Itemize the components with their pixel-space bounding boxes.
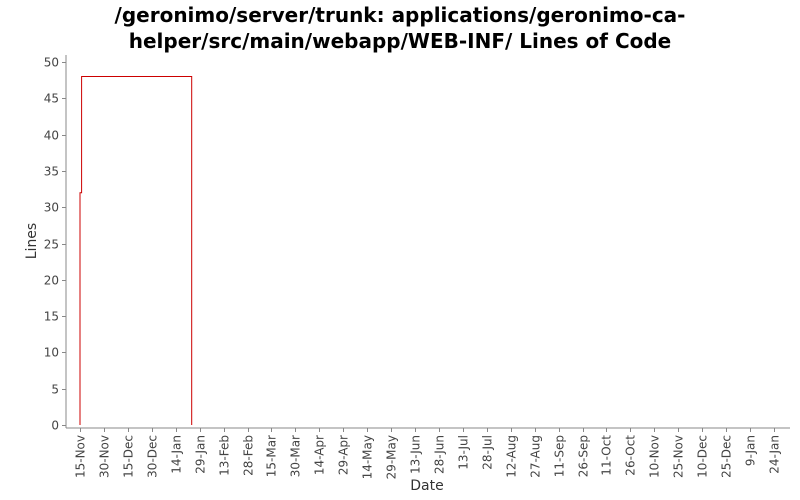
x-axis-label: Date <box>410 478 443 494</box>
x-tick-label: 15-Mar <box>265 435 279 477</box>
y-tick-label: 45 <box>44 92 59 106</box>
x-tick-label: 29-Jan <box>194 435 208 474</box>
x-tick-label: 25-Dec <box>720 435 734 478</box>
y-tick-label: 10 <box>44 346 59 360</box>
x-tick-label: 30-Mar <box>289 435 303 477</box>
x-tick-label: 15-Dec <box>122 435 136 478</box>
y-axis-label: Lines <box>24 223 40 259</box>
y-tick-label: 0 <box>51 419 59 433</box>
x-tick-label: 14-May <box>361 435 375 479</box>
x-tick-label: 24-Jan <box>768 435 782 474</box>
plot-area <box>66 55 790 428</box>
y-tick-label: 40 <box>44 129 59 143</box>
y-tick-label: 15 <box>44 310 59 324</box>
x-tick-label: 28-Jul <box>481 435 495 470</box>
x-tick-label: 9-Jan <box>744 435 758 466</box>
x-axis: 15-Nov 30-Nov 15-Dec 30-Dec 14-Jan 29-Jan 13-F… <box>66 427 790 479</box>
x-tick-label: 27-Aug <box>529 435 543 478</box>
series-layer <box>79 76 193 425</box>
y-tick-label: 35 <box>44 165 59 179</box>
chart-title: /geronimo/server/trunk: applications/ger… <box>0 2 800 54</box>
x-tick-label: 26-Oct <box>624 435 638 476</box>
lines-of-code-series <box>79 76 193 425</box>
x-tick-label: 28-Feb <box>242 435 256 476</box>
chart-title-line-2: helper/src/main/webapp/WEB-INF/ Lines of… <box>128 29 672 53</box>
x-tick-label: 26-Sep <box>577 435 591 477</box>
y-tick-label: 20 <box>44 274 59 288</box>
y-axis: 0 5 10 15 20 25 30 35 40 45 50 <box>44 55 67 433</box>
x-tick-label: 10-Nov <box>648 435 662 478</box>
y-tick-label: 25 <box>44 238 59 252</box>
x-tick-label: 29-Apr <box>337 435 351 475</box>
x-tick-label: 13-Feb <box>218 435 232 476</box>
y-tick-label: 30 <box>44 201 59 215</box>
x-tick-label: 29-May <box>385 435 399 479</box>
x-tick-label: 13-Jul <box>457 435 471 470</box>
x-tick-label: 28-Jun <box>433 435 447 474</box>
x-tick-label: 13-Jun <box>409 435 423 474</box>
x-tick-label: 11-Oct <box>600 435 614 476</box>
x-tick-label: 11-Sep <box>553 435 567 477</box>
x-tick-label: 30-Dec <box>146 435 160 478</box>
x-tick-label: 15-Nov <box>74 435 88 478</box>
y-tick-label: 5 <box>51 383 59 397</box>
x-tick-label: 14-Jan <box>170 435 184 474</box>
x-tick-label: 30-Nov <box>98 435 112 478</box>
chart-title-line-1: /geronimo/server/trunk: applications/ger… <box>114 3 686 27</box>
x-tick-label: 14-Apr <box>313 435 327 475</box>
x-tick-label: 12-Aug <box>505 435 519 478</box>
x-tick-label: 25-Nov <box>672 435 686 478</box>
y-tick-label: 50 <box>44 56 59 70</box>
x-tick-label: 10-Dec <box>696 435 710 478</box>
